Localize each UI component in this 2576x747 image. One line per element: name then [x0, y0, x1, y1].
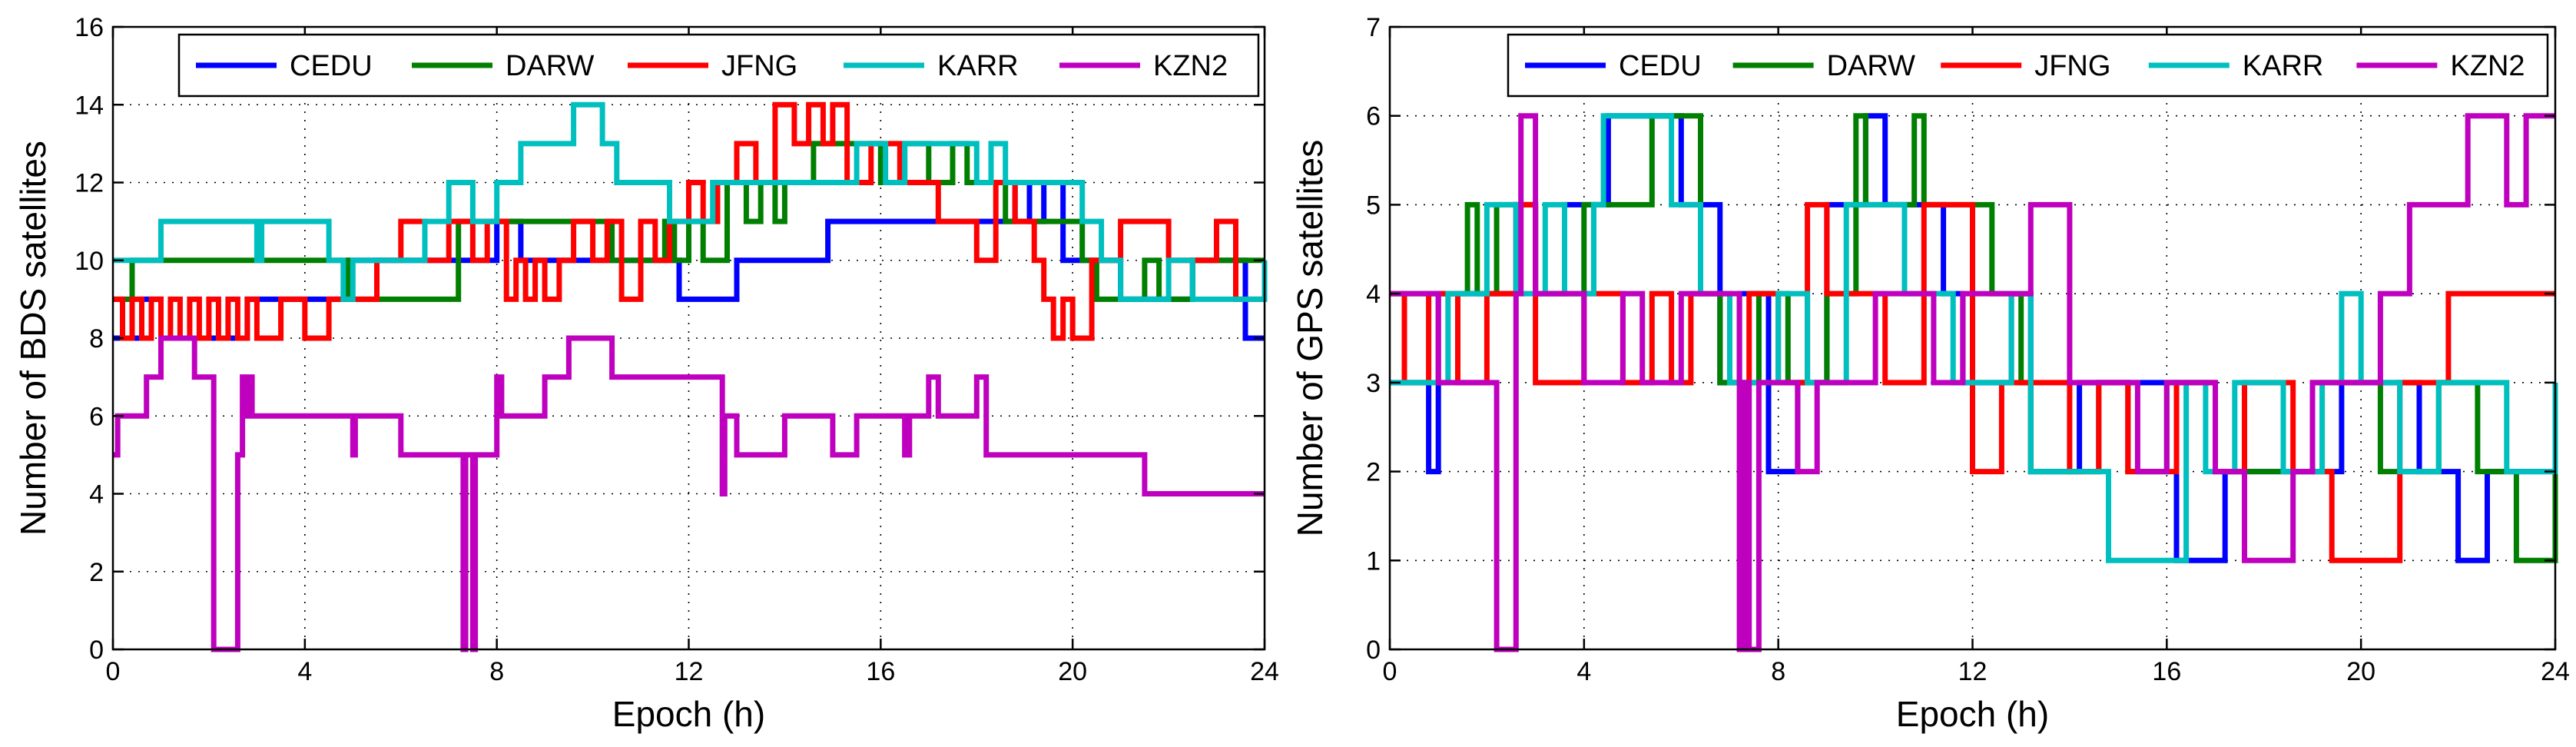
bds-y-tick-label: 2: [89, 558, 104, 587]
legend-label-kzn2: KZN2: [1153, 50, 1228, 82]
bds-y-tick-label: 4: [89, 480, 104, 510]
gps-x-tick-label: 24: [2541, 657, 2570, 686]
bds-y-tick-label: 0: [89, 636, 104, 665]
bds-y-tick-label: 10: [75, 247, 104, 276]
bds-series-kzn2: [113, 335, 1265, 652]
gps-x-tick-label: 16: [2152, 657, 2181, 686]
bds-series-karr: [113, 101, 1268, 302]
bds-y-tick-label: 8: [89, 324, 104, 354]
gps-x-tick-label: 0: [1383, 657, 1397, 686]
legend-label-darw: DARW: [506, 50, 595, 82]
gps-y-tick-label: 2: [1366, 458, 1381, 487]
gps-y-tick-label: 1: [1366, 546, 1381, 576]
bds-y-tick-label: 12: [75, 169, 104, 198]
bds-x-tick-label: 8: [489, 657, 504, 686]
gps-x-tick-label: 4: [1576, 657, 1591, 686]
legend-label-jfng: JFNG: [2034, 50, 2110, 82]
bds-x-axis-title: Epoch (h): [612, 694, 765, 734]
gps-x-tick-label: 12: [1958, 657, 1988, 686]
bds-x-tick-label: 12: [675, 657, 704, 686]
legend-label-darw: DARW: [1827, 50, 1916, 82]
gps-legend: CEDU DARW JFNG KARR KZN2: [1507, 33, 2549, 98]
gps-y-axis-title: Number of GPS satellites: [1290, 140, 1330, 536]
bds-x-tick-label: 0: [106, 657, 121, 686]
gps-y-tick-label: 5: [1366, 191, 1381, 220]
gps-y-tick-label: 0: [1366, 636, 1381, 665]
gps-x-tick-label: 8: [1771, 657, 1785, 686]
gps-x-tick-label: 20: [2346, 657, 2375, 686]
gps-y-tick-label: 6: [1366, 102, 1381, 131]
gps-x-axis-title: Epoch (h): [1896, 694, 2049, 734]
bds-legend: CEDU DARW JFNG KARR KZN2: [177, 33, 1260, 98]
bds-y-tick-label: 6: [89, 402, 104, 431]
gps-series-karr: [1390, 113, 2558, 563]
gps-series-kzn2: [1390, 113, 2555, 652]
bds-x-tick-label: 24: [1250, 657, 1279, 686]
bds-series-jfng: [113, 101, 1265, 341]
bds-y-tick-label: 14: [75, 91, 104, 120]
legend-label-cedu: CEDU: [290, 50, 373, 82]
gps-y-tick-label: 7: [1366, 13, 1381, 42]
gps-y-tick-label: 4: [1366, 280, 1381, 309]
bds-y-tick-label: 16: [75, 13, 104, 42]
legend-label-karr: KARR: [2243, 50, 2324, 82]
legend-label-cedu: CEDU: [1619, 50, 1702, 82]
legend-label-karr: KARR: [937, 50, 1019, 82]
bds-y-axis-title: Number of BDS satellites: [13, 141, 53, 536]
bds-x-tick-label: 4: [297, 657, 312, 686]
legend-label-jfng: JFNG: [721, 50, 797, 82]
bds-x-tick-label: 16: [866, 657, 895, 686]
legend-label-kzn2: KZN2: [2450, 50, 2525, 82]
bds-x-tick-label: 20: [1058, 657, 1087, 686]
gps-y-tick-label: 3: [1366, 369, 1381, 398]
